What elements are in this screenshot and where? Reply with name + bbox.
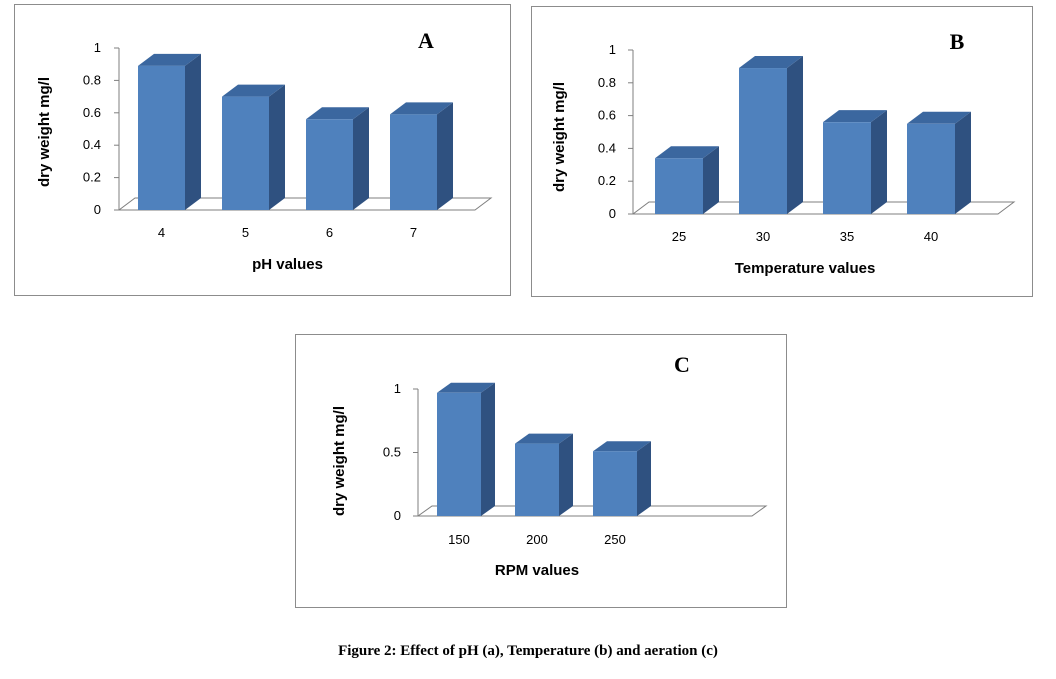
bar-side-face (481, 382, 495, 516)
y-tick-label-a: 0.8 (83, 72, 101, 87)
bar-side-face (955, 111, 971, 214)
bar-top-face (437, 382, 495, 393)
figure-caption: Figure 2: Effect of pH (a), Temperature … (338, 643, 718, 659)
chart-panel-b: 0 0.2 0.4 0.6 0.8 1 25 30 35 40 Temperature values… (531, 6, 1033, 297)
x-tick-label-b: 30 (756, 229, 770, 244)
bar-front-face (222, 96, 269, 210)
bar-top-face (655, 146, 719, 159)
bar-side-face (559, 433, 573, 516)
x-tick-label-b: 25 (672, 229, 686, 244)
x-axis-title-c: RPM values (495, 562, 579, 579)
bar-c-250 (593, 441, 651, 516)
y-tick-label-c: 0 (394, 508, 401, 523)
bar-top-face (306, 107, 369, 120)
bar-front-face (390, 114, 437, 210)
chart-svg-b: 0 0.2 0.4 0.6 0.8 1 25 30 35 40 Temperature values… (551, 29, 1016, 277)
chart-svg-a: 0 0.2 0.4 0.6 0.8 1 4 5 6 7 pH values dry weight mg… (36, 28, 493, 273)
bar-top-face (907, 111, 971, 124)
panel-letter-a: A (418, 28, 434, 53)
y-tick-label-c: 1 (394, 381, 401, 396)
bar-c-200 (515, 433, 573, 516)
bar-side-face (787, 56, 803, 214)
bar-front-face (655, 158, 703, 214)
bar-side-face (703, 146, 719, 214)
y-axis-title-c: dry weight mg/l (331, 406, 348, 516)
x-tick-label-c: 200 (526, 532, 548, 547)
bar-front-face (739, 68, 787, 214)
bar-front-face (515, 443, 559, 516)
bar-a-4 (138, 53, 201, 210)
x-tick-label-b: 35 (840, 229, 854, 244)
y-tick-label-a: 0.2 (83, 170, 101, 185)
chart-svg-c: 0 0.5 1 150 200 250 RPM values dry weight mg/l C (331, 352, 768, 579)
bar-b-35 (823, 110, 887, 214)
bar-b-25 (655, 146, 719, 214)
x-tick-label-a: 7 (410, 225, 417, 240)
y-tick-label-a: 0.6 (83, 105, 101, 120)
x-tick-label-c: 150 (448, 532, 470, 547)
bar-front-face (306, 119, 353, 210)
y-tick-label-a: 1 (94, 40, 101, 55)
x-tick-label-a: 5 (242, 225, 249, 240)
bar-a-6 (306, 107, 369, 210)
bar-side-face (269, 84, 285, 210)
bar-top-face (138, 53, 201, 66)
bar-top-face (515, 433, 573, 444)
bar-side-face (871, 110, 887, 214)
chart-floor-c (416, 505, 768, 517)
x-axis-title-b: Temperature values (735, 260, 876, 277)
bar-front-face (823, 122, 871, 214)
bar-b-30 (739, 56, 803, 214)
x-axis-title-a: pH values (252, 256, 323, 273)
bar-front-face (593, 451, 637, 516)
y-tick-label-b: 0 (609, 206, 616, 221)
chart-panel-c: 0 0.5 1 150 200 250 RPM values dry weight mg/l C (295, 334, 787, 608)
bar-side-face (437, 102, 453, 210)
y-tick-label-b: 0.2 (598, 173, 616, 188)
bar-side-face (353, 107, 369, 210)
bar-b-40 (907, 111, 971, 214)
bar-top-face (823, 110, 887, 123)
bar-side-face (185, 53, 201, 210)
y-axis-title-a: dry weight mg/l (36, 77, 53, 187)
bar-front-face (907, 123, 955, 214)
y-tick-label-a: 0 (94, 202, 101, 217)
y-tick-label-b: 0.8 (598, 75, 616, 90)
x-tick-label-a: 4 (158, 225, 165, 240)
bar-a-5 (222, 84, 285, 210)
bar-top-face (593, 441, 651, 452)
bar-a-7 (390, 102, 453, 210)
panel-letter-b: B (950, 29, 965, 54)
panel-letter-c: C (674, 352, 690, 377)
bar-top-face (739, 56, 803, 69)
bar-front-face (138, 65, 185, 210)
y-tick-label-b: 0.6 (598, 108, 616, 123)
x-tick-label-c: 250 (604, 532, 626, 547)
bar-c-150 (437, 382, 495, 516)
y-tick-label-b: 0.4 (598, 140, 616, 155)
y-tick-label-c: 0.5 (383, 445, 401, 460)
bar-side-face (637, 441, 651, 516)
chart-panel-a: 0 0.2 0.4 0.6 0.8 1 4 5 6 7 pH values dry weight mg… (14, 4, 511, 296)
y-tick-label-b: 1 (609, 42, 616, 57)
bar-top-face (390, 102, 453, 115)
y-axis-title-b: dry weight mg/l (551, 82, 568, 192)
bar-front-face (437, 392, 481, 516)
x-tick-label-a: 6 (326, 225, 333, 240)
x-tick-label-b: 40 (924, 229, 938, 244)
y-tick-label-a: 0.4 (83, 137, 101, 152)
bar-top-face (222, 84, 285, 97)
